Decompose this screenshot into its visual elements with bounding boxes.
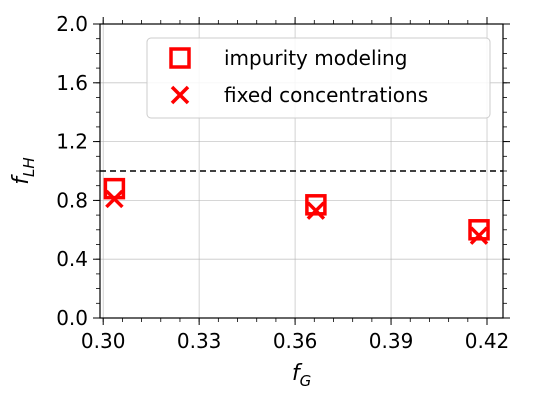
square-data-point [468,219,490,241]
x-axis-label: fG [292,361,311,390]
x-tick-label: 0.30 [81,329,126,353]
x-data-point-stroke-b [306,201,326,220]
x-data-point [105,189,124,209]
y-tick-label: 1.6 [56,71,88,95]
x-axis-label-sub: G [300,372,312,390]
x-data-point-stroke-b [469,226,489,245]
legend-square-marker [169,47,191,69]
tick-labels-layer: 0.30 0.33 0.36 0.39 0.42 0.0 0.4 0.8 1.2 1.6 2.0 [56,12,509,353]
x-data-point [469,226,489,245]
y-axis-label: fLH [9,157,38,184]
x-tick-label: 0.33 [177,329,222,353]
x-tick-label: 0.39 [369,329,414,353]
legend-square-shape [169,47,191,69]
legend: impurity modeling fixed concentrations [146,37,491,119]
x-axis-label-base: f [292,361,303,386]
y-tick-label: 0.4 [56,247,88,271]
legend-x-shape-stroke-b [170,85,190,105]
y-tick-label: 1.2 [56,130,88,154]
marks-layer [103,177,490,245]
y-axis-label-base: f [9,174,34,185]
y-tick-label: 0.8 [56,188,88,212]
x-tick-label: 0.42 [465,329,510,353]
legend-box [146,37,491,119]
y-tick-label: 0.0 [56,306,88,330]
square-data-point [305,194,327,216]
legend-label-impurity-modeling: impurity modeling [224,46,407,70]
y-tick-label: 2.0 [56,12,88,36]
y-axis-label-sub: LH [20,157,38,177]
ticks-layer [93,17,510,325]
x-data-point-stroke-b [105,189,124,209]
legend-x-shape [170,85,190,105]
legend-label-fixed-concentrations: fixed concentrations [224,83,428,107]
x-data-point [306,201,326,220]
legend-x-marker [170,85,190,105]
x-tick-label: 0.36 [273,329,318,353]
